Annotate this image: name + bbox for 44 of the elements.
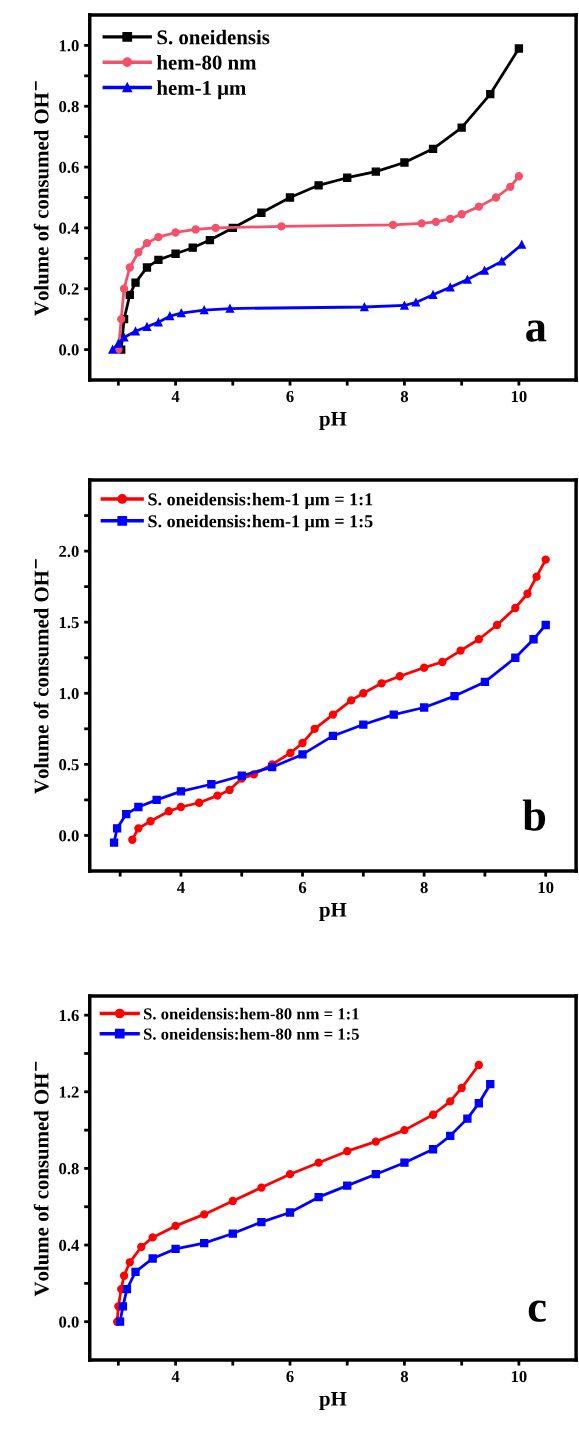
y-tick-label: 1.2 bbox=[59, 1086, 79, 1098]
legend-label: S. oneidensis:hem-1 μm = 1:5 bbox=[148, 514, 373, 532]
y-tick-label: 0.0 bbox=[59, 1316, 79, 1328]
x-tick-label: 4 bbox=[177, 882, 185, 893]
y-tick-label: 1.6 bbox=[59, 1009, 79, 1022]
y-tick-label: 1.0 bbox=[59, 687, 79, 700]
legend-label: hem-1 μm bbox=[156, 80, 246, 100]
y-tick-label: 1.0 bbox=[59, 40, 79, 52]
x-tick-label: 6 bbox=[286, 1370, 294, 1383]
legend-label: S. oneidensis:hem-80 nm = 1:5 bbox=[143, 1027, 359, 1040]
legend-label: hem-80 nm bbox=[156, 54, 257, 70]
y-tick-label: 1.5 bbox=[59, 616, 79, 629]
x-tick-label: 8 bbox=[420, 881, 428, 894]
x-tick-label: 8 bbox=[400, 1370, 409, 1383]
x-axis-title: pH bbox=[319, 902, 347, 921]
y-axis-title: Volume of consumed OH$^{−}$ bbox=[33, 81, 49, 316]
x-tick-label: 6 bbox=[286, 390, 294, 403]
y-tick-label: 0.4 bbox=[59, 1239, 80, 1252]
x-axis-title: pH bbox=[319, 411, 347, 430]
y-tick-label: 0.5 bbox=[59, 759, 79, 771]
x-axis-title: pH bbox=[319, 1391, 347, 1410]
x-tick-label: 8 bbox=[400, 390, 409, 403]
legend-label: S. oneidensis:hem-1 μm = 1:1 bbox=[148, 492, 373, 510]
x-tick-label: 10 bbox=[511, 390, 527, 403]
x-tick-label: 6 bbox=[298, 881, 307, 894]
x-tick-label: 4 bbox=[171, 1371, 180, 1382]
legend-label: S. oneidensis:hem-80 nm = 1:1 bbox=[143, 1007, 359, 1020]
y-axis-title: Volume of consumed OH$^{−}$ bbox=[33, 559, 49, 794]
x-tick-label: 10 bbox=[538, 881, 554, 894]
annotation: b bbox=[522, 799, 546, 831]
y-axis-title: Volume of consumed OH$^{−}$ bbox=[33, 1061, 49, 1297]
y-tick-label: 2.0 bbox=[59, 545, 79, 558]
y-tick-label: 0.4 bbox=[59, 222, 80, 234]
annotation: c bbox=[528, 1300, 546, 1322]
x-tick-label: 10 bbox=[511, 1370, 527, 1383]
annotation: a bbox=[526, 320, 547, 342]
y-tick-label: 0.6 bbox=[59, 161, 79, 174]
y-tick-label: 0.0 bbox=[59, 830, 79, 842]
x-tick-label: 4 bbox=[171, 391, 180, 402]
y-tick-label: 0.8 bbox=[59, 100, 79, 113]
legend-label: S. oneidensis bbox=[157, 29, 270, 45]
y-tick-label: 0.8 bbox=[59, 1163, 79, 1175]
y-tick-label: 0.0 bbox=[59, 344, 79, 356]
y-tick-label: 0.2 bbox=[59, 283, 79, 295]
